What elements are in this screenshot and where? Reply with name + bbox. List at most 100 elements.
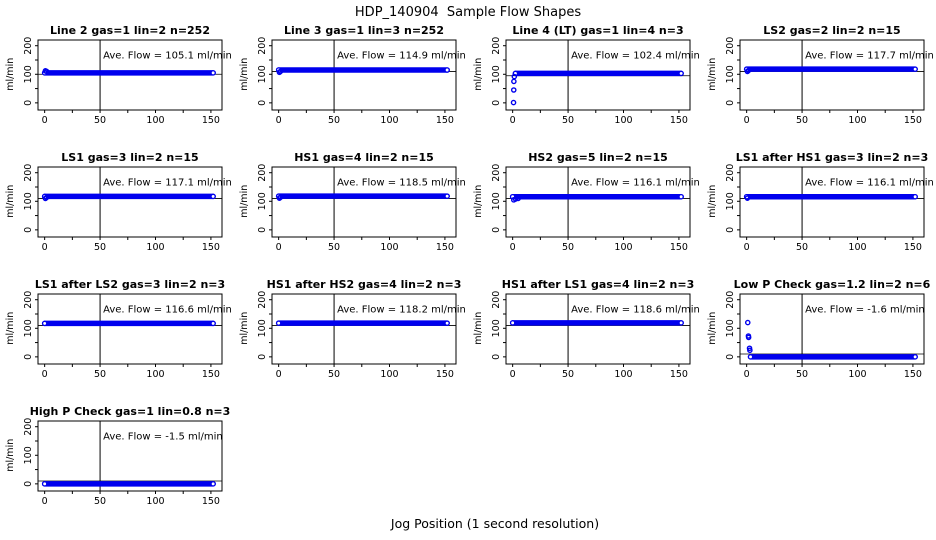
ave-flow-annotation: Ave. Flow = 114.9 ml/min bbox=[337, 51, 466, 62]
x-tick-label: 50 bbox=[94, 369, 106, 380]
y-tick-label: 100 bbox=[725, 65, 736, 83]
y-tick-label: 200 bbox=[491, 291, 502, 309]
y-tick-label: 0 bbox=[491, 354, 502, 360]
subplot-title: LS1 gas=3 lin=2 n=15 bbox=[61, 151, 198, 164]
x-tick-label: 0 bbox=[276, 115, 282, 126]
subplot-title: LS2 gas=2 lin=2 n=15 bbox=[763, 24, 900, 37]
x-tick-label: 100 bbox=[146, 369, 164, 380]
subplot-3: Line 4 (LT) gas=1 lin=4 n=3 0 50 100 150 0 100… bbox=[473, 24, 700, 126]
y-tick-label: 100 bbox=[23, 65, 34, 83]
data-point bbox=[745, 334, 752, 341]
y-axis-unit-label: ml/min bbox=[707, 185, 718, 218]
data-point bbox=[511, 73, 518, 80]
ave-flow-annotation: Ave. Flow = 105.1 ml/min bbox=[103, 51, 232, 62]
plot-box bbox=[739, 293, 925, 365]
subplot-title: HS1 after LS1 gas=4 lin=2 n=3 bbox=[502, 278, 695, 291]
y-tick-label: 100 bbox=[257, 192, 268, 210]
band-end-point bbox=[41, 320, 48, 327]
y-tick-label: 0 bbox=[725, 354, 736, 360]
plot-box bbox=[37, 166, 223, 238]
x-tick-label: 0 bbox=[42, 115, 48, 126]
x-tick-label: 150 bbox=[202, 115, 220, 126]
y-tick-label: 100 bbox=[23, 446, 34, 464]
x-tick-label: 100 bbox=[146, 115, 164, 126]
plot-box bbox=[271, 166, 457, 238]
y-axis-unit-label: ml/min bbox=[239, 58, 250, 91]
x-tick-label: 0 bbox=[744, 242, 750, 253]
band-end-point bbox=[912, 193, 918, 200]
subplot-4: LS2 gas=2 lin=2 n=15 0 50 100 150 0 100 200 ml/m… bbox=[707, 24, 934, 126]
y-tick-label: 0 bbox=[491, 100, 502, 106]
y-tick-label: 100 bbox=[491, 65, 502, 83]
y-axis-unit-label: ml/min bbox=[473, 185, 484, 218]
x-tick-label: 100 bbox=[848, 369, 866, 380]
subplot-title: Line 2 gas=1 lin=2 n=252 bbox=[50, 24, 210, 37]
subplot-8: LS1 after HS1 gas=3 lin=2 n=3 0 50 100 150 0 1… bbox=[707, 151, 934, 253]
x-tick-label: 50 bbox=[94, 496, 106, 507]
x-tick-label: 0 bbox=[510, 242, 516, 253]
x-tick-label: 50 bbox=[796, 242, 808, 253]
chart-main-title: HDP_140904 Sample Flow Shapes bbox=[354, 5, 582, 20]
y-tick-label: 200 bbox=[725, 291, 736, 309]
x-tick-label: 150 bbox=[202, 369, 220, 380]
x-tick-label: 0 bbox=[42, 369, 48, 380]
x-tick-label: 150 bbox=[904, 369, 922, 380]
x-tick-label: 100 bbox=[848, 242, 866, 253]
data-point bbox=[510, 87, 517, 93]
subplot-title: Line 3 gas=1 lin=3 n=252 bbox=[284, 24, 444, 37]
plot-box bbox=[37, 420, 223, 492]
x-tick-label: 0 bbox=[744, 369, 750, 380]
subplot-11: HS1 after LS1 gas=4 lin=2 n=3 0 50 100 150 0 1… bbox=[473, 278, 700, 380]
y-tick-label: 0 bbox=[23, 481, 34, 487]
ave-flow-annotation: Ave. Flow = 116.6 ml/min bbox=[103, 305, 232, 316]
subplot-13: High P Check gas=1 lin=0.8 n=3 0 50 100 150 0… bbox=[5, 405, 231, 507]
data-point bbox=[745, 67, 752, 74]
x-tick-label: 150 bbox=[436, 242, 454, 253]
x-tick-label: 50 bbox=[328, 369, 340, 380]
band-end-point bbox=[210, 193, 216, 200]
ave-flow-annotation: Ave. Flow = 116.1 ml/min bbox=[571, 178, 700, 189]
y-axis-unit-label: ml/min bbox=[473, 312, 484, 345]
ave-flow-annotation: Ave. Flow = -1.5 ml/min bbox=[103, 432, 223, 443]
band-end-point bbox=[41, 481, 48, 487]
band-end-point bbox=[912, 354, 918, 360]
y-tick-label: 200 bbox=[725, 164, 736, 182]
subplot-6: HS1 gas=4 lin=2 n=15 0 50 100 150 0 100 200 ml/m… bbox=[239, 151, 466, 253]
y-axis-unit-label: ml/min bbox=[5, 58, 16, 91]
x-tick-label: 50 bbox=[562, 369, 574, 380]
y-tick-label: 0 bbox=[23, 100, 34, 106]
subplot-title: HS1 after HS2 gas=4 lin=2 n=3 bbox=[267, 278, 462, 291]
x-tick-label: 0 bbox=[276, 369, 282, 380]
data-point bbox=[43, 194, 50, 201]
x-tick-label: 100 bbox=[146, 242, 164, 253]
x-tick-label: 100 bbox=[848, 115, 866, 126]
x-tick-label: 100 bbox=[380, 242, 398, 253]
plot-box bbox=[271, 39, 457, 111]
y-tick-label: 200 bbox=[23, 418, 34, 436]
plot-box bbox=[37, 293, 223, 365]
x-tick-label: 150 bbox=[904, 242, 922, 253]
y-tick-label: 0 bbox=[257, 354, 268, 360]
data-point bbox=[512, 196, 519, 202]
y-tick-label: 200 bbox=[725, 37, 736, 55]
x-tick-label: 100 bbox=[614, 242, 632, 253]
ave-flow-annotation: Ave. Flow = 118.2 ml/min bbox=[337, 305, 466, 316]
x-tick-label: 150 bbox=[436, 115, 454, 126]
band-end-point bbox=[678, 193, 684, 200]
data-point bbox=[43, 68, 50, 75]
ave-flow-annotation: Ave. Flow = 102.4 ml/min bbox=[571, 51, 700, 62]
subplot-title: High P Check gas=1 lin=0.8 n=3 bbox=[30, 405, 231, 418]
x-tick-label: 150 bbox=[436, 369, 454, 380]
subplot-title: LS1 after LS2 gas=3 lin=2 n=3 bbox=[35, 278, 225, 291]
y-tick-label: 0 bbox=[23, 227, 34, 233]
band-end-point bbox=[210, 70, 216, 76]
subplot-title: Low P Check gas=1.2 lin=2 n=6 bbox=[734, 278, 931, 291]
y-tick-label: 100 bbox=[491, 192, 502, 210]
y-tick-label: 200 bbox=[257, 164, 268, 182]
y-tick-label: 100 bbox=[725, 192, 736, 210]
y-tick-label: 200 bbox=[491, 37, 502, 55]
y-tick-label: 200 bbox=[23, 291, 34, 309]
y-tick-label: 0 bbox=[725, 227, 736, 233]
x-tick-label: 150 bbox=[670, 115, 688, 126]
data-point bbox=[515, 195, 521, 202]
